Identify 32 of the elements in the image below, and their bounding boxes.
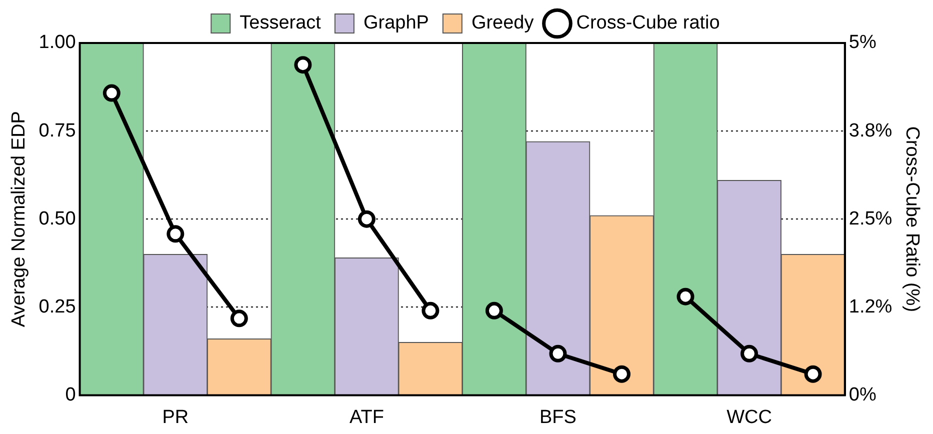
legend-label: GraphP [363,12,429,34]
y2-tick-label: 5% [848,32,876,54]
x-tick-label: PR [162,406,189,428]
y2-axis-title: Cross-Cube Ratio (%) [901,126,922,312]
y2-tick-label: 0% [848,384,876,406]
point [166,225,184,243]
x-tick-label: BFS [540,406,576,428]
x-tick-label: ATF [349,406,384,428]
point [549,344,567,362]
y-tick-label: 1.00 [38,32,76,54]
y-tick-label: 0 [65,384,76,406]
point [102,84,120,102]
legend-label: Cross-Cube ratio [576,12,720,34]
y-tick-label: 0.75 [38,120,76,142]
point [676,288,694,306]
y2-tick-label: 2.5% [848,208,892,230]
y-tick-label: 0.50 [38,208,76,230]
y-tick-label: 0.25 [38,296,76,318]
point [358,210,376,228]
point [612,365,630,383]
y-axis-title: Average Normalized EDP [8,111,30,328]
legend-label: Greedy [471,12,534,34]
point [804,365,822,383]
point [740,344,758,362]
y2-tick-label: 1.2% [848,296,892,318]
point [230,310,248,328]
y2-tick-label: 3.8% [848,120,892,142]
point [485,302,503,320]
x-tick-label: WCC [726,406,772,428]
point [422,302,440,320]
point [294,56,312,74]
legend-label: Tesseract [240,12,322,34]
